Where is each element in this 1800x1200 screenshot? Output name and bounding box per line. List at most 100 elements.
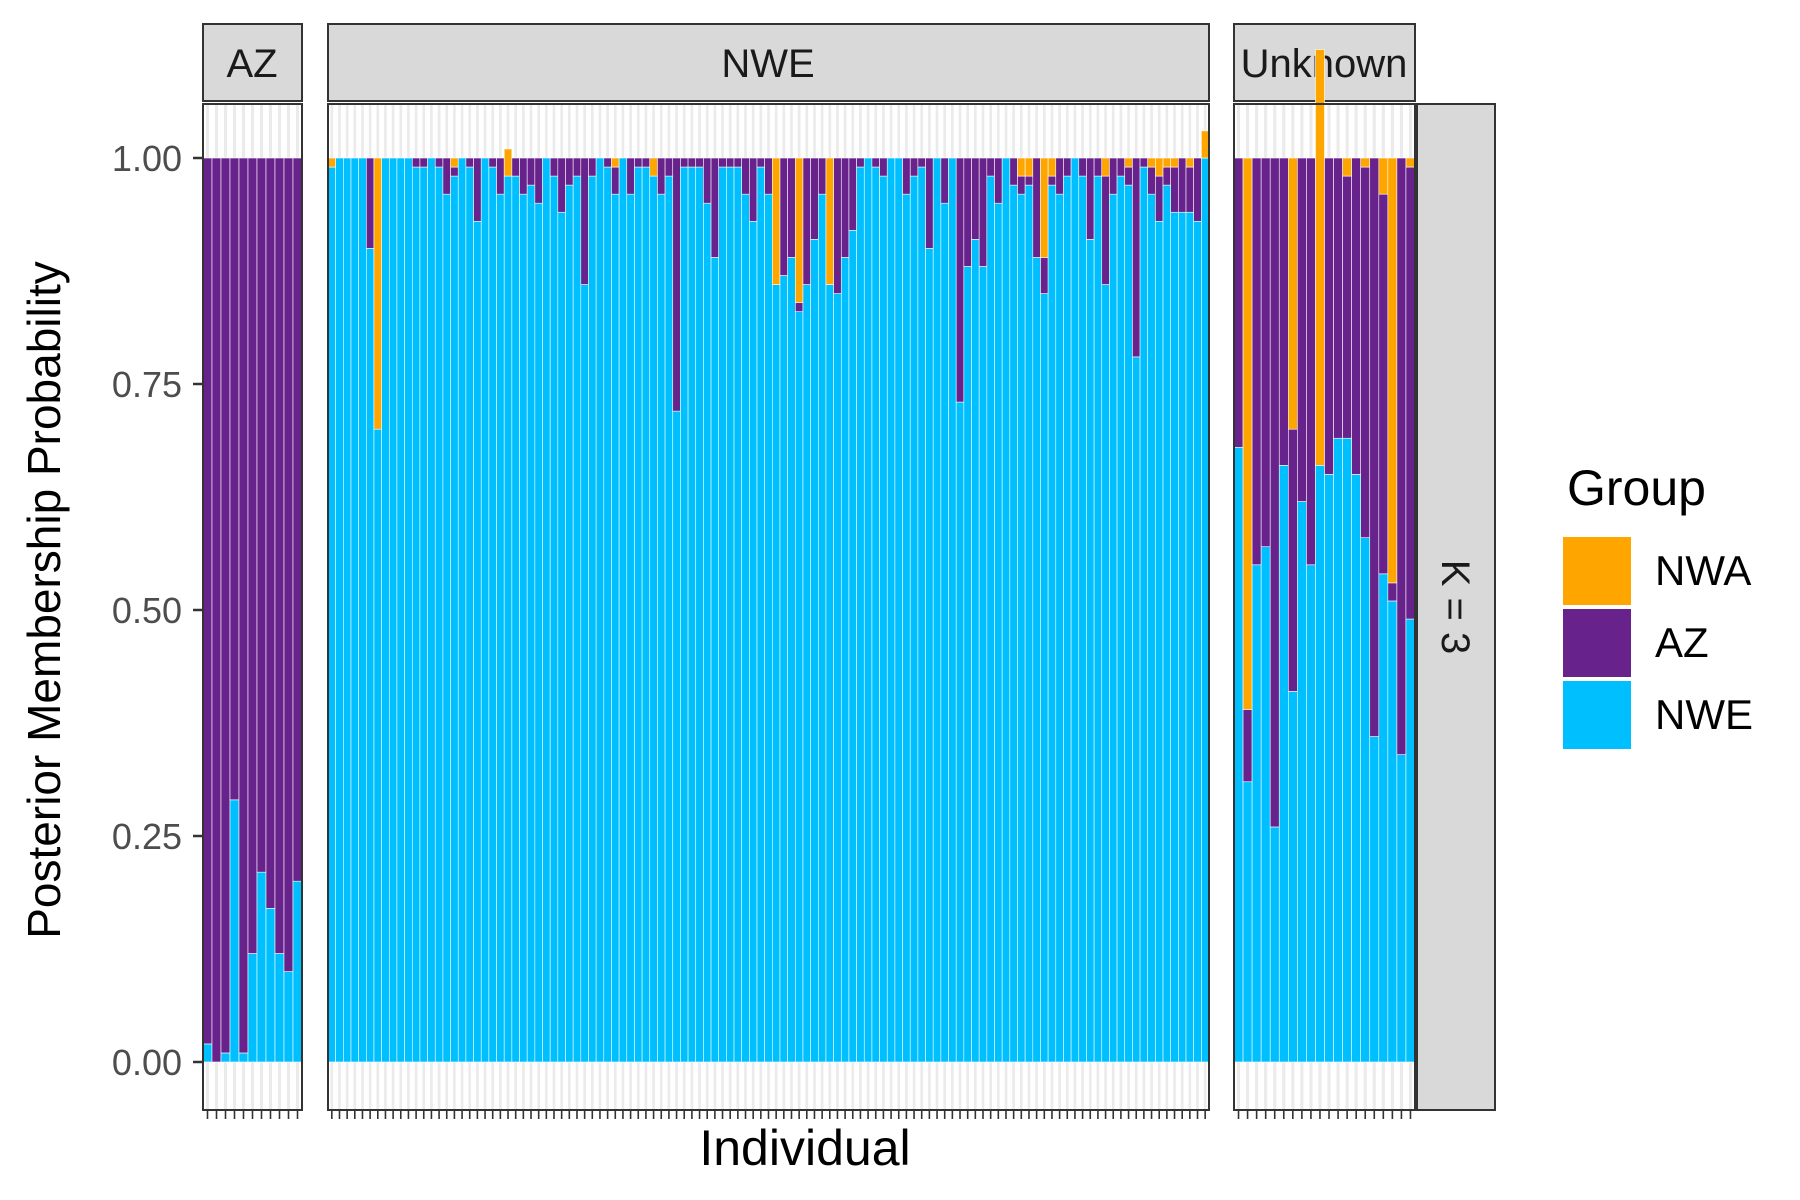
bar-segment-nwe xyxy=(772,284,781,1063)
bar-segment-nwe xyxy=(511,175,520,1063)
bar-segment-az xyxy=(802,157,811,285)
bar-segment-nwa xyxy=(1378,157,1389,195)
bar-segment-az xyxy=(695,157,704,168)
bar-segment-az xyxy=(211,157,222,1063)
bar-segment-nwe xyxy=(274,953,285,1063)
bar-segment-az xyxy=(810,157,819,240)
bar-segment-nwa xyxy=(1024,157,1034,177)
bar-segment-nwe xyxy=(618,157,628,1063)
y-tick-label-075: 0.75 xyxy=(112,364,182,405)
bar-segment-az xyxy=(229,157,240,801)
bar-segment-nwe xyxy=(1251,564,1262,1063)
bar-segment-nwe xyxy=(1132,356,1141,1063)
bar-segment-nwe xyxy=(695,166,704,1063)
bar-segment-az xyxy=(1093,157,1103,177)
bar-segment-az xyxy=(488,157,497,168)
y-tick-label-000: 0.00 xyxy=(112,1042,182,1083)
legend: Group NWA AZ NWE xyxy=(1563,460,1753,749)
bar-segment-az xyxy=(450,166,459,177)
bar-segment-az xyxy=(1178,157,1187,213)
bar-segment-nwa xyxy=(503,148,513,177)
bar-segment-nwe xyxy=(1155,220,1164,1063)
bar-segment-az xyxy=(917,157,926,168)
bar-segment-nwe xyxy=(411,166,421,1063)
bar-segment-az xyxy=(1351,157,1362,475)
bar-segment-nwa xyxy=(1170,157,1179,168)
bar-segment-nwe xyxy=(1017,193,1026,1063)
bar-segment-nwe xyxy=(366,248,375,1063)
bar-segment-az xyxy=(1278,157,1289,466)
bar-segment-az xyxy=(680,157,689,168)
bar-segment-az xyxy=(902,157,911,195)
bar-segment-az xyxy=(779,157,788,276)
bar-segment-az xyxy=(795,302,804,312)
bar-segment-nwe xyxy=(848,230,857,1063)
bar-segment-az xyxy=(1233,157,1244,448)
bar-segment-nwa xyxy=(1155,157,1164,177)
bar-segment-nwe xyxy=(343,157,352,1063)
bar-segment-nwe xyxy=(588,175,597,1063)
bar-segment-nwa xyxy=(1201,130,1210,159)
bar-segment-nwe xyxy=(917,166,926,1063)
bar-segment-nwe xyxy=(427,157,436,1063)
bar-segment-az xyxy=(1185,166,1194,213)
bar-segment-az xyxy=(1078,157,1087,177)
bar-segment-nwe xyxy=(457,157,467,1063)
bar-segment-nwe xyxy=(580,284,589,1063)
bar-segment-nwe xyxy=(756,166,765,1063)
bar-segment-nwe xyxy=(1396,754,1407,1063)
bar-segment-nwe xyxy=(726,166,735,1063)
bar-segment-nwe xyxy=(955,401,965,1063)
bar-segment-az xyxy=(986,157,995,177)
bar-segment-az xyxy=(879,157,888,177)
bar-segment-nwe xyxy=(879,175,888,1063)
bar-segment-nwe xyxy=(1109,193,1118,1063)
bar-segment-nwa xyxy=(1405,157,1416,168)
bar-segment-nwe xyxy=(856,166,865,1063)
bar-segment-nwe xyxy=(749,220,758,1063)
bar-segment-az xyxy=(672,157,681,412)
bar-segment-az xyxy=(1009,157,1018,186)
bar-segment-az xyxy=(848,157,857,231)
bar-segment-nwe xyxy=(626,193,635,1063)
bar-segment-az xyxy=(978,157,988,267)
bar-segment-nwe xyxy=(1116,175,1126,1063)
bar-segment-nwe xyxy=(1333,437,1343,1063)
bar-segment-nwe xyxy=(1162,184,1171,1063)
bar-segment-nwe xyxy=(863,157,873,1063)
row-strip-k: K = 3 xyxy=(1416,103,1496,1111)
bar-segment-az xyxy=(726,157,735,168)
bar-segment-az xyxy=(657,157,666,195)
bar-segment-nwe xyxy=(534,202,543,1063)
bar-segment-nwe xyxy=(327,166,336,1063)
bar-segment-nwa xyxy=(1387,157,1398,584)
bar-segment-nwe xyxy=(292,880,303,1063)
legend-keys: NWA AZ NWE xyxy=(1563,537,1753,749)
bar-segment-az xyxy=(534,157,543,204)
bar-segment-az xyxy=(1063,157,1072,177)
bar-segment-az xyxy=(1306,157,1316,566)
bar-segment-nwe xyxy=(1201,157,1210,1063)
bar-segment-az xyxy=(833,157,842,294)
bar-segment-nwe xyxy=(358,157,367,1063)
bar-segment-nwe xyxy=(1360,537,1371,1063)
bar-segment-az xyxy=(787,157,796,258)
bar-segment-az xyxy=(419,157,428,168)
bar-segment-nwe xyxy=(718,166,727,1063)
bar-segment-nwe xyxy=(1351,474,1362,1063)
bar-segment-nwe xyxy=(1306,564,1316,1063)
bar-segment-az xyxy=(511,157,520,177)
bar-segment-az xyxy=(265,157,276,909)
x-axis-title: Individual xyxy=(699,1120,910,1176)
legend-title: Group xyxy=(1567,460,1706,516)
bar-segment-az xyxy=(955,157,965,403)
bar-segment-nwe xyxy=(1101,284,1110,1063)
bar-segment-az xyxy=(817,157,827,195)
bar-segment-az xyxy=(557,157,566,213)
bar-segment-az xyxy=(1032,157,1041,258)
bar-segment-nwe xyxy=(657,193,666,1063)
bar-segment-nwe xyxy=(641,166,651,1063)
legend-swatch-nwa xyxy=(1563,537,1631,605)
bar-segment-nwe xyxy=(1242,781,1253,1063)
